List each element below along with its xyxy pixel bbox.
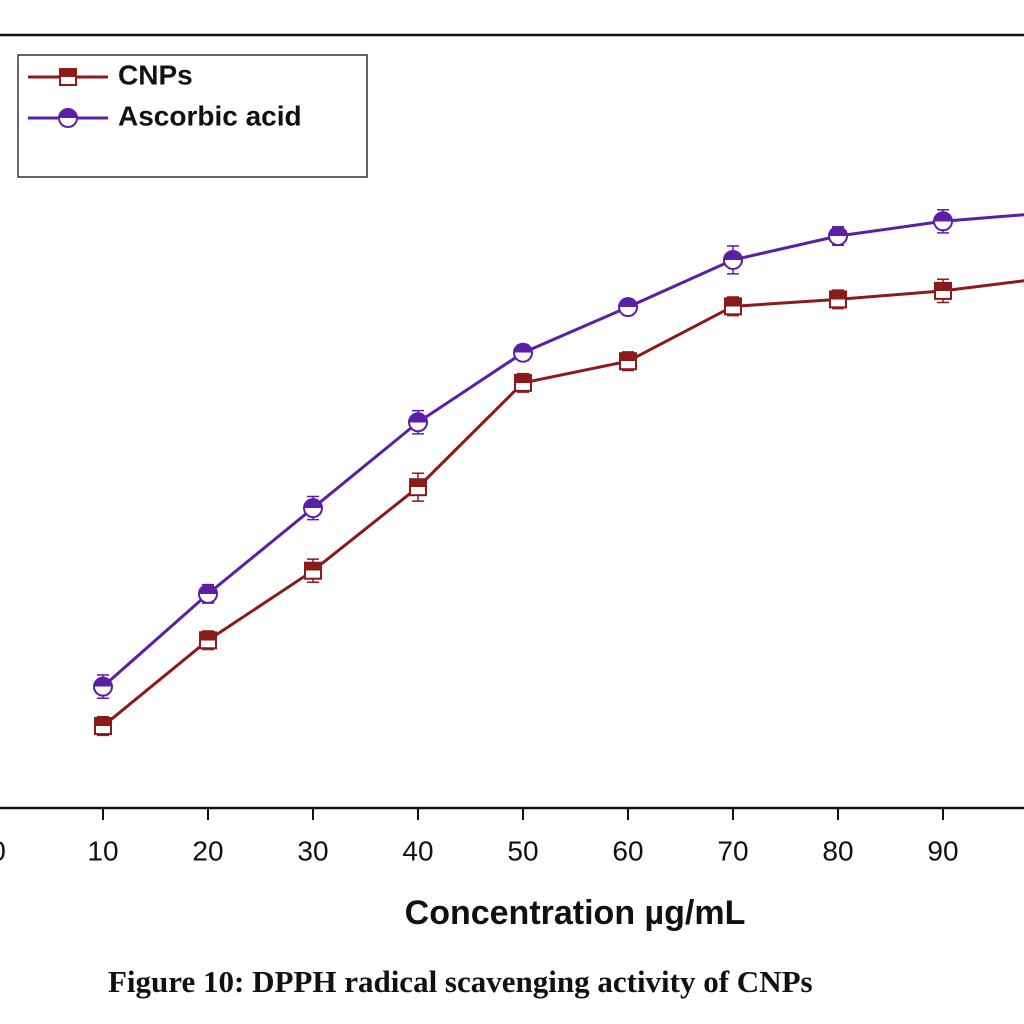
x-axis-label: Concentration µg/mL — [405, 894, 746, 932]
x-tick-label: 80 — [822, 835, 853, 866]
marker — [933, 211, 953, 232]
marker — [618, 297, 638, 318]
x-tick-label: 40 — [402, 835, 433, 866]
legend-marker — [59, 68, 77, 86]
series-line — [102, 279, 1024, 728]
marker — [409, 478, 427, 497]
marker — [199, 631, 217, 650]
marker — [303, 498, 323, 519]
marker — [304, 561, 322, 580]
marker — [619, 352, 637, 371]
x-tick-label: 90 — [927, 835, 958, 866]
x-tick-label: 70 — [717, 835, 748, 866]
marker — [934, 281, 952, 300]
marker — [829, 290, 847, 309]
legend-label: CNPs — [118, 59, 193, 90]
marker — [408, 412, 428, 433]
legend-label: Ascorbic acid — [118, 100, 302, 131]
marker — [198, 583, 218, 604]
marker — [514, 373, 532, 392]
series-line — [102, 213, 1024, 688]
x-tick-label: 60 — [612, 835, 643, 866]
caption: Figure 10: DPPH radical scavenging activ… — [108, 964, 813, 999]
x-tick-label: 50 — [507, 835, 538, 866]
x-tick-label: 10 — [87, 835, 118, 866]
marker — [723, 249, 743, 270]
marker — [93, 676, 113, 697]
marker — [828, 225, 848, 246]
x-tick-label: 0 — [0, 835, 6, 866]
marker — [724, 297, 742, 316]
marker — [513, 342, 533, 363]
marker — [94, 717, 112, 736]
x-tick-label: 20 — [192, 835, 223, 866]
legend-marker — [58, 108, 78, 128]
x-tick-label: 30 — [297, 835, 328, 866]
plot-frame — [0, 33, 1024, 810]
